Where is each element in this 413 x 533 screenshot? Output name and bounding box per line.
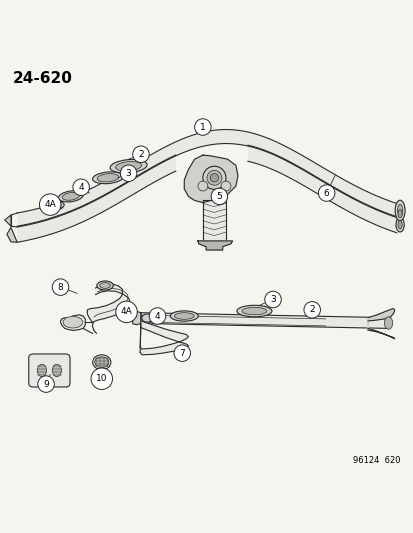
Ellipse shape: [45, 201, 64, 211]
Text: 3: 3: [126, 169, 131, 177]
Ellipse shape: [236, 305, 271, 317]
Text: 5: 5: [216, 192, 222, 201]
Ellipse shape: [396, 204, 401, 217]
Ellipse shape: [97, 281, 113, 290]
Ellipse shape: [142, 314, 152, 322]
Text: 24-620: 24-620: [13, 70, 73, 85]
Ellipse shape: [174, 313, 194, 319]
Circle shape: [38, 376, 54, 392]
Ellipse shape: [62, 192, 79, 200]
Ellipse shape: [170, 311, 198, 321]
Circle shape: [206, 171, 221, 185]
Ellipse shape: [47, 203, 61, 209]
Polygon shape: [17, 130, 396, 227]
FancyBboxPatch shape: [28, 354, 70, 387]
Circle shape: [221, 181, 230, 191]
Polygon shape: [133, 311, 141, 325]
Text: 4A: 4A: [120, 308, 132, 317]
Text: 96124  620: 96124 620: [353, 456, 400, 465]
Text: 4: 4: [154, 311, 160, 320]
Polygon shape: [60, 315, 85, 330]
Text: 4: 4: [78, 183, 84, 192]
Ellipse shape: [93, 355, 111, 370]
Circle shape: [210, 174, 218, 182]
Text: 8: 8: [57, 282, 63, 292]
Ellipse shape: [115, 161, 141, 171]
Ellipse shape: [395, 217, 403, 232]
Text: 10: 10: [96, 374, 107, 383]
Circle shape: [197, 181, 207, 191]
Text: 6: 6: [323, 189, 329, 198]
Circle shape: [211, 188, 227, 205]
Polygon shape: [367, 309, 394, 338]
Circle shape: [264, 291, 280, 308]
Polygon shape: [87, 284, 131, 333]
Ellipse shape: [110, 159, 147, 173]
Polygon shape: [17, 155, 176, 243]
Polygon shape: [5, 215, 11, 226]
Ellipse shape: [63, 317, 83, 328]
Circle shape: [73, 179, 89, 196]
Ellipse shape: [100, 282, 110, 288]
Polygon shape: [141, 313, 388, 328]
Ellipse shape: [397, 221, 401, 229]
Circle shape: [173, 345, 190, 361]
Text: 1: 1: [199, 123, 205, 132]
Polygon shape: [7, 228, 17, 243]
Circle shape: [202, 166, 225, 189]
Polygon shape: [197, 241, 232, 250]
Ellipse shape: [384, 317, 392, 329]
Ellipse shape: [37, 364, 46, 377]
Circle shape: [91, 368, 112, 390]
Ellipse shape: [95, 357, 109, 368]
Ellipse shape: [394, 200, 404, 221]
Ellipse shape: [52, 364, 61, 377]
Text: 2: 2: [138, 150, 143, 159]
Circle shape: [303, 302, 320, 318]
Circle shape: [39, 194, 61, 215]
Circle shape: [194, 119, 211, 135]
Circle shape: [120, 165, 137, 182]
Circle shape: [318, 185, 334, 201]
Text: 2: 2: [309, 305, 314, 314]
Text: 4A: 4A: [44, 200, 56, 209]
Ellipse shape: [93, 172, 123, 184]
Polygon shape: [140, 321, 188, 355]
Ellipse shape: [242, 308, 266, 315]
Ellipse shape: [97, 174, 119, 182]
Circle shape: [133, 146, 149, 163]
Text: 7: 7: [179, 349, 185, 358]
Circle shape: [52, 279, 69, 295]
Ellipse shape: [397, 209, 401, 218]
Text: 3: 3: [270, 295, 275, 304]
Circle shape: [116, 301, 137, 322]
Polygon shape: [184, 155, 237, 203]
Circle shape: [149, 308, 165, 324]
Text: 9: 9: [43, 379, 49, 389]
Ellipse shape: [58, 191, 83, 202]
Polygon shape: [247, 145, 396, 233]
Polygon shape: [202, 200, 225, 242]
